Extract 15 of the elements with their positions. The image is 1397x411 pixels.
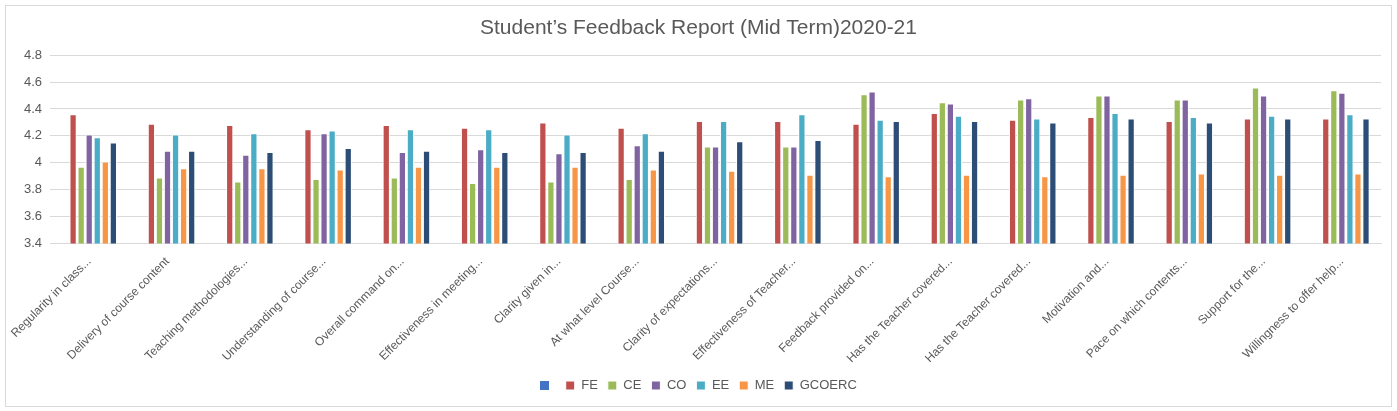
- legend-label: CO: [666, 377, 687, 393]
- legend-label: CE: [623, 377, 642, 393]
- legend-label: EE: [711, 377, 730, 393]
- legend-label: FE: [581, 377, 599, 393]
- legend-label: ME: [754, 377, 775, 393]
- y-tick-label: 4.2: [23, 127, 43, 143]
- legend-label: GCOERC: [799, 377, 857, 393]
- y-tick-label: 3.8: [23, 181, 43, 197]
- chart-title: Student’s Feedback Report (Mid Term)2020-21: [480, 15, 917, 39]
- y-tick-label: 4: [34, 154, 43, 170]
- y-tick-label: 4.8: [23, 46, 43, 62]
- y-tick-label: 4.6: [23, 73, 43, 89]
- y-tick-label: 3.6: [23, 208, 43, 224]
- y-tick-label: 3.4: [23, 234, 43, 250]
- y-tick-label: 4.4: [23, 100, 43, 116]
